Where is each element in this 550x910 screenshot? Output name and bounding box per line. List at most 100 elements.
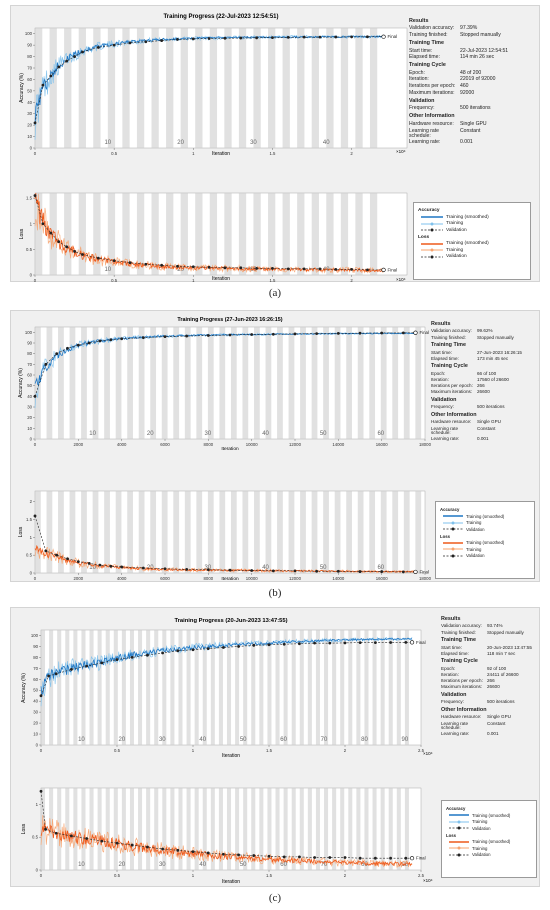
legend-label: Validation [446, 227, 467, 233]
info-row: Epoch: 92 of 100 [441, 666, 539, 672]
epoch-label: 10 [104, 140, 111, 146]
x-tick-label: 0 [40, 748, 43, 753]
epoch-stripe [224, 28, 232, 148]
accuracy-validation-point [109, 338, 113, 342]
accuracy-validation-point [115, 658, 119, 661]
info-key: Iteration: [441, 671, 459, 677]
legend-label: Training (smoothed) [446, 214, 489, 220]
loss-validation-point [191, 850, 195, 854]
acc-ylabel: Accuracy (%) [21, 673, 27, 703]
epoch-stripe [364, 788, 369, 870]
epoch-stripe [154, 630, 159, 745]
loss-validation-point [366, 268, 369, 272]
epoch-label: 40 [323, 140, 330, 146]
epoch-stripe [129, 630, 134, 745]
accuracy-final-marker [381, 34, 386, 39]
info-row: Start time: 22-Jul-2023 12:54:51 [409, 48, 537, 54]
x-tick-label: 6000 [160, 576, 170, 581]
info-value: Constant [487, 720, 506, 726]
acc-xlabel: Iteration [212, 151, 230, 157]
y-tick-label: 40 [27, 394, 32, 399]
info-row: Hardware resource: Single GPU [409, 121, 537, 127]
accuracy-validation-point [334, 35, 338, 39]
info-row: Epoch: 48 of 200 [409, 70, 537, 76]
accuracy-validation-point [44, 362, 48, 366]
epoch-stripe [334, 491, 341, 573]
x-tick-label: 16000 [376, 442, 389, 447]
x-tick-label: 1 [192, 151, 195, 156]
accuracy-validation-point [380, 331, 384, 335]
x-tick-label: 10000 [246, 442, 259, 447]
epoch-stripe [92, 327, 99, 439]
x-tick-label: 14000 [332, 576, 345, 581]
epoch-stripe [415, 491, 422, 573]
x-tick-label: 2 [350, 278, 353, 283]
epoch-stripe [65, 788, 70, 870]
info-row: Elapsed time: 114 min 26 sec [409, 55, 537, 60]
info-key: Hardware resource: [441, 714, 482, 720]
info-key: Maximum iterations: [431, 389, 473, 395]
info-panel: Results Validation accuracy: 99.62% Train… [431, 319, 539, 444]
epoch-stripe [186, 630, 191, 745]
epoch-stripe [113, 788, 118, 870]
x-tick-label: 14000 [332, 442, 345, 447]
x-tick-label: 2 [344, 748, 347, 753]
loss-validation-point [160, 263, 164, 267]
x-tick-label: 1.5 [266, 748, 273, 753]
loss-validation-point [239, 266, 243, 270]
y-tick-label: 100 [25, 31, 33, 36]
x-tick-label: 0 [34, 151, 37, 156]
accuracy-plot-background [34, 27, 408, 149]
accuracy-validation-point [313, 641, 316, 645]
accuracy-validation-point [76, 343, 80, 347]
accuracy-validation-point [228, 333, 232, 337]
epoch-stripe [415, 327, 422, 439]
loss-validation-point [286, 267, 290, 271]
epoch-stripe [396, 630, 401, 745]
epoch-stripe [146, 630, 151, 745]
loss-validation-point [54, 831, 58, 835]
x-tick-label: 2 [344, 873, 347, 878]
y-tick-label: 30 [33, 710, 38, 715]
y-tick-label: 20 [33, 721, 38, 726]
info-key: Training finished: [441, 629, 476, 635]
epoch-stripe [334, 327, 341, 439]
loss-validation-point [161, 847, 165, 851]
epoch-stripe [324, 788, 329, 870]
info-value: Constant [460, 127, 481, 134]
info-key: Validation accuracy: [431, 328, 472, 334]
info-value: 17560 of 26600 [477, 376, 509, 382]
loss-final-marker [413, 569, 418, 575]
info-value: 0.001 [460, 139, 473, 146]
epoch-stripe [251, 788, 256, 870]
legend-item: Training (smoothed) [443, 540, 530, 545]
accuracy-validation-point [185, 334, 189, 338]
x-tick-label: 16000 [376, 576, 389, 581]
epoch-stripe [122, 193, 130, 275]
accuracy-validation-point [389, 641, 392, 644]
loss-validation-point [87, 561, 91, 565]
epoch-stripe [195, 193, 203, 275]
epoch-stripe [275, 630, 280, 745]
loss-validation-point [146, 845, 149, 849]
loss-validation-point [401, 570, 405, 574]
legend-label: Training (smoothed) [466, 513, 505, 519]
epoch-label: 10 [78, 737, 85, 743]
accuracy-validation-point [271, 36, 274, 39]
info-key: Hardware resource: [431, 419, 472, 425]
accuracy-validation-point [57, 65, 61, 69]
info-row: Iterations per epoch: 460 [409, 84, 537, 89]
accuracy-validation-point [401, 331, 405, 335]
panel-b: Training Progress (27-Jun-2023 16:26:15)… [10, 310, 540, 582]
epoch-stripe [380, 491, 387, 573]
loss-validation-point [350, 267, 353, 271]
info-key: Validation accuracy: [409, 25, 455, 32]
loss-validation-point [223, 266, 227, 270]
epoch-stripe [129, 788, 134, 870]
epoch-label: 30 [250, 140, 257, 146]
y-tick-label: 50 [27, 383, 32, 388]
epoch-stripe [340, 193, 349, 275]
epoch-stripe [277, 491, 283, 573]
time-heading: Training Time [441, 637, 476, 644]
